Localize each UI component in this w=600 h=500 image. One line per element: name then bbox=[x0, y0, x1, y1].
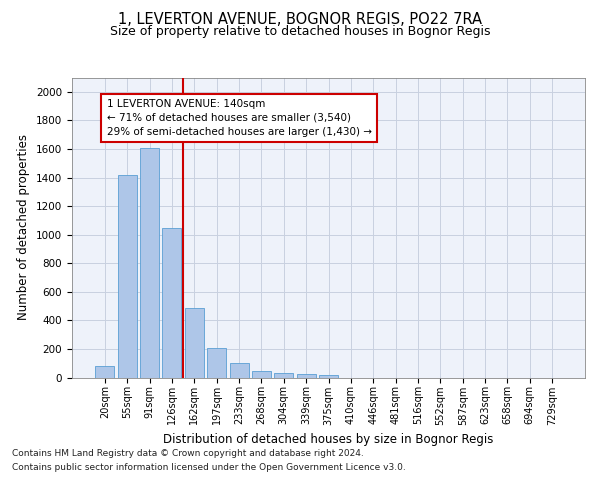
Text: Contains public sector information licensed under the Open Government Licence v3: Contains public sector information licen… bbox=[12, 464, 406, 472]
Bar bbox=[230, 362, 248, 378]
Bar bbox=[95, 366, 115, 378]
Bar bbox=[296, 374, 316, 378]
Y-axis label: Number of detached properties: Number of detached properties bbox=[17, 134, 31, 320]
Text: Contains HM Land Registry data © Crown copyright and database right 2024.: Contains HM Land Registry data © Crown c… bbox=[12, 448, 364, 458]
Text: 1, LEVERTON AVENUE, BOGNOR REGIS, PO22 7RA: 1, LEVERTON AVENUE, BOGNOR REGIS, PO22 7… bbox=[118, 12, 482, 28]
Bar bbox=[252, 370, 271, 378]
Bar bbox=[163, 228, 181, 378]
Text: Size of property relative to detached houses in Bognor Regis: Size of property relative to detached ho… bbox=[110, 25, 490, 38]
Text: 1 LEVERTON AVENUE: 140sqm
← 71% of detached houses are smaller (3,540)
29% of se: 1 LEVERTON AVENUE: 140sqm ← 71% of detac… bbox=[107, 99, 371, 137]
Bar bbox=[274, 372, 293, 378]
Bar bbox=[118, 176, 137, 378]
X-axis label: Distribution of detached houses by size in Bognor Regis: Distribution of detached houses by size … bbox=[163, 433, 494, 446]
Bar bbox=[207, 348, 226, 378]
Bar bbox=[140, 148, 159, 378]
Bar bbox=[185, 308, 204, 378]
Bar bbox=[319, 376, 338, 378]
